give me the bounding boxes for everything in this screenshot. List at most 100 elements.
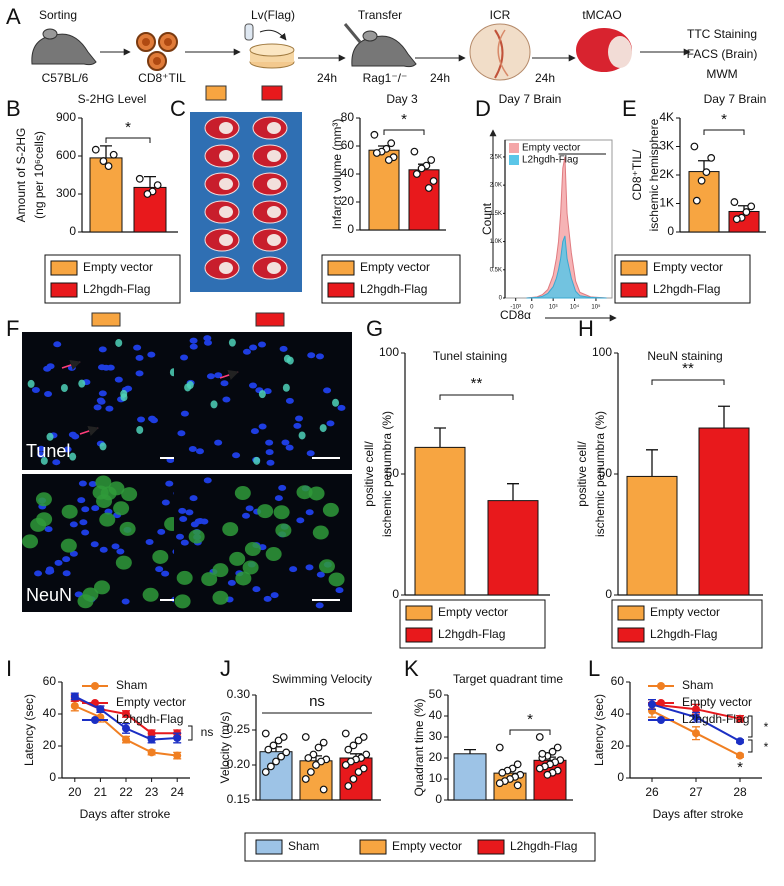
data-point <box>742 208 751 216</box>
nucleus <box>305 509 314 516</box>
y-axis-label: Count <box>480 202 494 235</box>
stained-cell <box>95 475 112 490</box>
stained-cell <box>188 529 205 544</box>
chart-title: Swimming Velocity <box>272 672 372 686</box>
legend-swatch <box>50 260 78 276</box>
panel-letter: C <box>170 96 186 121</box>
nucleus <box>203 477 212 484</box>
legend-swatch <box>405 627 433 643</box>
legend-label: Empty vector <box>360 260 430 274</box>
data-point <box>274 736 283 745</box>
chart-title: NeuN staining <box>647 349 722 363</box>
nucleus <box>296 517 305 524</box>
nucleus <box>293 422 302 429</box>
nucleus <box>111 543 120 550</box>
data-point <box>359 764 368 773</box>
data-point <box>314 743 323 752</box>
nucleus <box>161 570 170 577</box>
significance-label: * <box>527 711 533 728</box>
data-point <box>359 733 368 741</box>
nucleus <box>102 364 111 371</box>
x-tick-label: 28 <box>733 785 747 799</box>
nucleus <box>316 571 325 578</box>
nucleus <box>135 370 144 377</box>
stained-cell <box>212 563 229 578</box>
data-point <box>429 177 438 185</box>
stained-cell <box>176 570 193 585</box>
nucleus <box>145 539 154 546</box>
legend-label: Empty vector <box>392 839 462 853</box>
y-tick-label: 60 <box>43 674 57 688</box>
legend-label: L2hgdh-Flag <box>116 712 183 726</box>
data-point <box>304 754 313 762</box>
brain-slice-core <box>267 206 281 218</box>
data-point <box>732 215 741 224</box>
stained-cell <box>253 456 261 465</box>
y-tick-label: 20 <box>429 750 443 764</box>
chart-title: Target quadrant time <box>453 672 563 686</box>
y-tick-label: 1K <box>659 196 674 210</box>
nucleus <box>203 335 212 342</box>
stained-cell <box>22 534 39 549</box>
y-tick-label: 0 <box>69 224 76 238</box>
legend-box <box>614 254 751 304</box>
nucleus <box>337 404 346 411</box>
nucleus <box>157 528 166 535</box>
significance-bracket <box>188 725 193 741</box>
stained-cell <box>36 512 53 527</box>
x-tick-label: 10³ <box>549 305 558 311</box>
stained-cell <box>308 486 325 501</box>
histogram-area <box>526 235 607 299</box>
legend-swatch <box>620 282 648 298</box>
legend-swatch <box>359 839 387 855</box>
nucleus <box>227 579 236 586</box>
mouse-icon <box>31 33 97 66</box>
bar <box>368 149 400 231</box>
group-swatch <box>255 312 285 327</box>
nucleus <box>31 386 40 393</box>
data-point <box>692 729 700 738</box>
stained-cell <box>115 338 123 347</box>
stained-cell <box>152 549 169 564</box>
data-point <box>264 745 273 754</box>
error-bar <box>646 449 658 477</box>
data-point <box>535 764 544 773</box>
stain-label: Tunel <box>26 441 70 461</box>
stained-cell <box>257 504 274 519</box>
data-point <box>736 714 744 723</box>
data-point <box>317 757 326 766</box>
legend-swatch <box>617 627 645 643</box>
stain-label: NeuN <box>26 585 72 605</box>
stained-cell <box>121 487 138 502</box>
legend-swatch <box>509 143 519 153</box>
surgery-icon <box>469 23 531 81</box>
mouse-ear <box>42 28 58 40</box>
legend-swatch <box>50 282 78 298</box>
stained-cell <box>212 590 229 605</box>
micrographs: F Tunel NeuN <box>6 312 352 612</box>
stained-cell <box>100 486 117 501</box>
stained-cell <box>60 538 77 553</box>
dish-top <box>249 43 295 57</box>
nucleus <box>133 344 142 351</box>
histogram-area <box>526 156 607 299</box>
legend-swatch <box>327 260 355 276</box>
data-point <box>543 770 552 779</box>
data-point <box>513 781 522 790</box>
x-tick-label: 10⁵ <box>591 304 601 311</box>
data-point <box>279 733 288 741</box>
chart-title: Day 7 Brain <box>704 92 767 106</box>
x-tick-label: 10⁴ <box>570 304 580 311</box>
nucleus <box>62 570 71 577</box>
nucleus <box>279 345 288 352</box>
data-point <box>535 733 544 741</box>
x-tick-label: -10³ <box>510 305 521 311</box>
significance-bracket <box>748 715 753 738</box>
nucleus <box>263 595 272 602</box>
data-point <box>135 174 144 183</box>
nucleus <box>124 385 133 392</box>
stained-cell <box>258 390 266 399</box>
panel-letter: D <box>475 96 491 121</box>
significance-label: * <box>764 720 769 734</box>
data-point <box>736 737 744 746</box>
